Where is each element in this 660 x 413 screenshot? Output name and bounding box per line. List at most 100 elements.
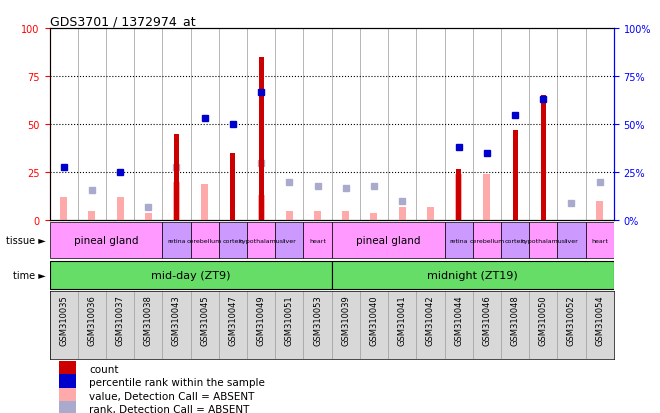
Bar <box>162 29 191 221</box>
Text: time ►: time ► <box>13 271 46 281</box>
Text: cerebellum: cerebellum <box>469 238 504 243</box>
Bar <box>117 198 123 221</box>
Bar <box>191 29 218 221</box>
Bar <box>427 207 434 221</box>
Bar <box>275 29 304 221</box>
Text: GSM310053: GSM310053 <box>313 294 322 345</box>
Bar <box>50 223 162 258</box>
Bar <box>304 29 331 221</box>
Text: liver: liver <box>564 238 578 243</box>
Bar <box>529 29 557 221</box>
Bar <box>541 96 546 221</box>
Bar <box>557 223 585 258</box>
Bar <box>162 223 191 258</box>
Text: GSM310051: GSM310051 <box>285 294 294 345</box>
Bar <box>332 29 360 221</box>
Text: GSM310045: GSM310045 <box>200 294 209 345</box>
Text: GSM310044: GSM310044 <box>454 294 463 345</box>
Text: GSM310046: GSM310046 <box>482 294 491 345</box>
Text: pineal gland: pineal gland <box>356 235 420 246</box>
Text: heart: heart <box>591 238 608 243</box>
Text: GSM310050: GSM310050 <box>539 294 548 345</box>
Bar <box>332 262 614 290</box>
Bar <box>275 223 304 258</box>
Bar <box>596 202 603 221</box>
Bar <box>304 223 331 258</box>
Bar <box>59 374 76 390</box>
Text: cortex: cortex <box>505 238 525 243</box>
Bar <box>145 213 152 221</box>
Bar <box>370 213 378 221</box>
Bar <box>134 29 162 221</box>
Bar <box>585 29 614 221</box>
Bar <box>585 223 614 258</box>
Text: GSM310042: GSM310042 <box>426 294 435 345</box>
Bar <box>259 58 263 221</box>
Bar <box>399 207 406 221</box>
Text: GSM310041: GSM310041 <box>398 294 407 345</box>
Bar <box>106 29 134 221</box>
Bar <box>416 29 445 221</box>
Bar <box>445 223 473 258</box>
Bar <box>483 175 490 221</box>
Bar <box>78 29 106 221</box>
Text: heart: heart <box>309 238 326 243</box>
Text: count: count <box>89 364 119 374</box>
Bar <box>88 211 95 221</box>
Bar <box>388 29 416 221</box>
Text: GSM310054: GSM310054 <box>595 294 604 345</box>
Text: GSM310048: GSM310048 <box>511 294 519 345</box>
Bar <box>557 29 585 221</box>
Text: percentile rank within the sample: percentile rank within the sample <box>89 377 265 387</box>
Text: GSM310038: GSM310038 <box>144 294 152 345</box>
Bar <box>247 223 275 258</box>
Bar <box>455 175 462 221</box>
Bar <box>360 29 388 221</box>
Bar <box>50 29 78 221</box>
Bar <box>59 361 76 377</box>
Bar <box>60 198 67 221</box>
Bar <box>59 401 76 413</box>
Bar <box>219 223 247 258</box>
Text: GSM310049: GSM310049 <box>257 294 265 345</box>
Bar <box>314 211 321 221</box>
Text: mid-day (ZT9): mid-day (ZT9) <box>151 271 230 281</box>
Text: GSM310037: GSM310037 <box>115 294 125 345</box>
Text: GSM310052: GSM310052 <box>567 294 576 345</box>
Bar <box>219 29 247 221</box>
Bar <box>191 223 218 258</box>
Text: GSM310036: GSM310036 <box>87 294 96 345</box>
Bar <box>501 223 529 258</box>
Text: GSM310035: GSM310035 <box>59 294 68 345</box>
Bar <box>230 154 236 221</box>
Bar <box>201 185 208 221</box>
Text: cerebellum: cerebellum <box>187 238 222 243</box>
Bar <box>59 388 76 404</box>
Text: GDS3701 / 1372974_at: GDS3701 / 1372974_at <box>50 15 195 28</box>
Text: GSM310047: GSM310047 <box>228 294 238 345</box>
Bar <box>50 262 331 290</box>
Bar <box>529 223 557 258</box>
Text: value, Detection Call = ABSENT: value, Detection Call = ABSENT <box>89 391 255 401</box>
Bar <box>343 211 349 221</box>
Text: GSM310040: GSM310040 <box>370 294 378 345</box>
Bar <box>173 183 180 221</box>
Bar <box>501 29 529 221</box>
Text: retina: retina <box>449 238 468 243</box>
Bar <box>257 196 265 221</box>
Bar <box>473 223 501 258</box>
Text: GSM310039: GSM310039 <box>341 294 350 345</box>
Bar <box>456 169 461 221</box>
Text: GSM310043: GSM310043 <box>172 294 181 345</box>
Text: pineal gland: pineal gland <box>74 235 138 246</box>
Bar <box>445 29 473 221</box>
Text: hypothalamus: hypothalamus <box>521 238 566 243</box>
Bar <box>332 223 445 258</box>
Bar <box>513 131 517 221</box>
Bar <box>473 29 501 221</box>
Text: liver: liver <box>282 238 296 243</box>
Text: hypothalamus: hypothalamus <box>239 238 284 243</box>
Bar <box>247 29 275 221</box>
Bar <box>174 135 179 221</box>
Text: midnight (ZT19): midnight (ZT19) <box>428 271 518 281</box>
